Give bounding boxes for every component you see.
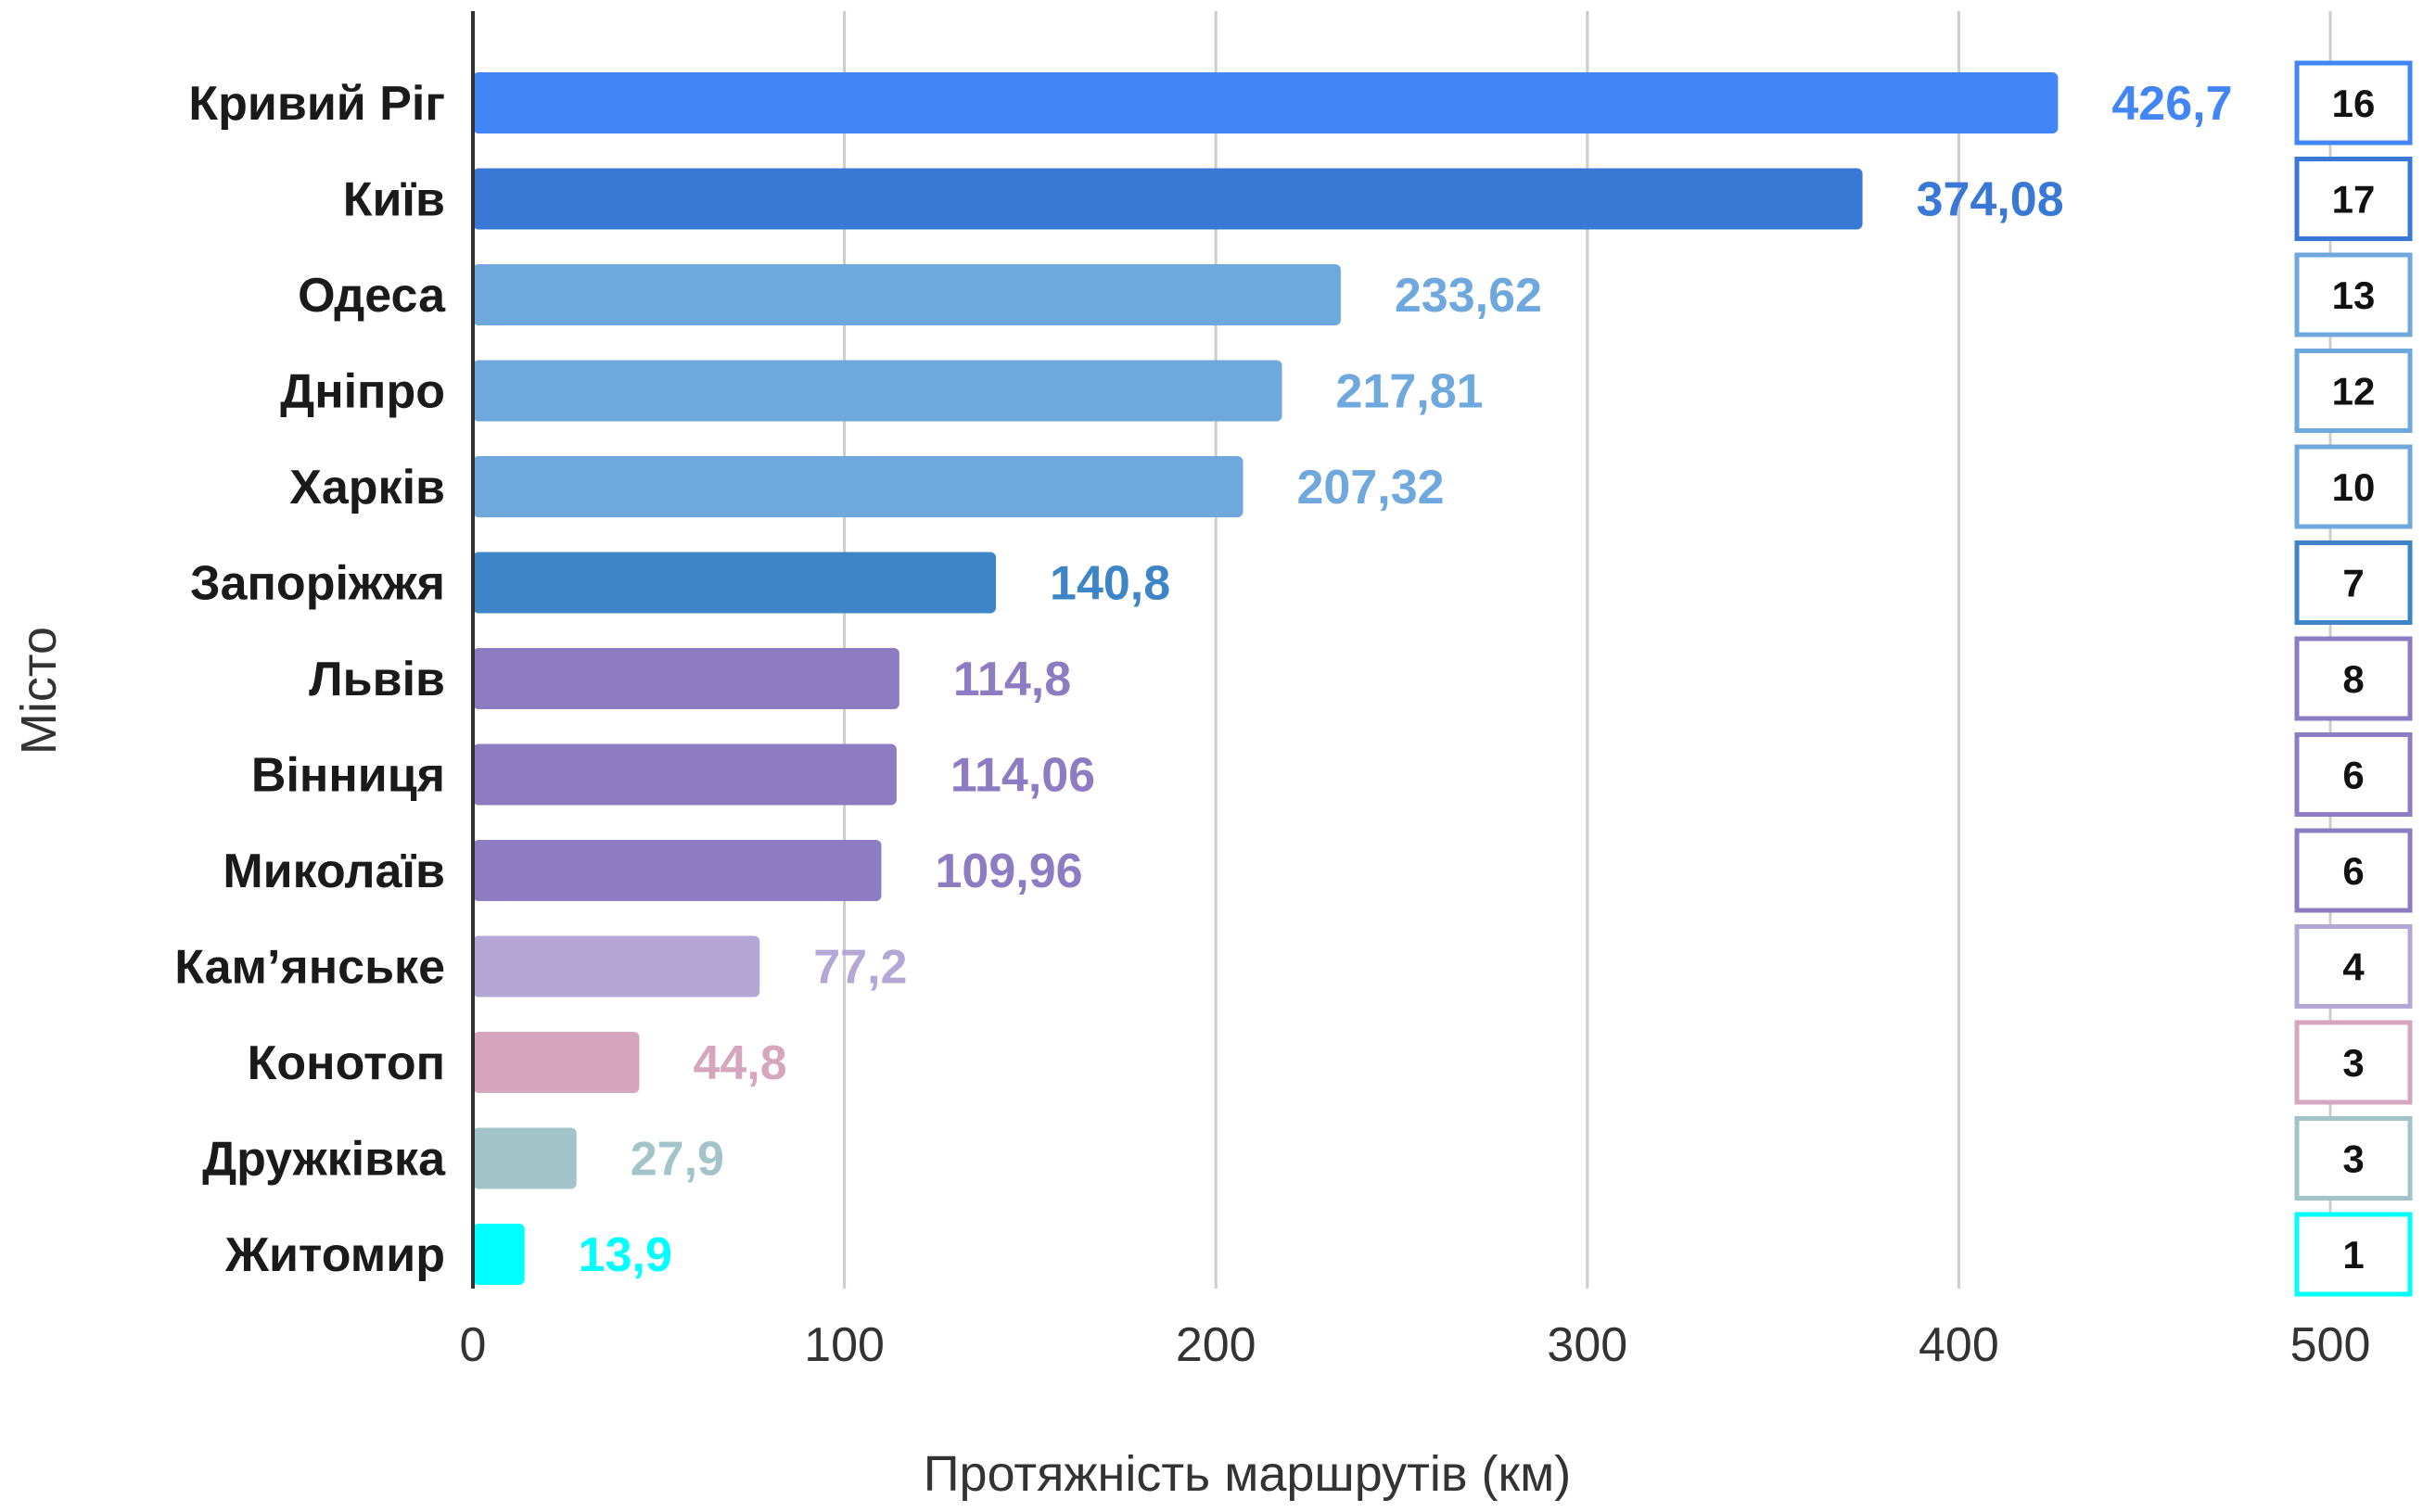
category-label: Харків (289, 461, 445, 515)
count-box (2294, 540, 2413, 625)
bar (473, 72, 2059, 133)
count-box (2294, 444, 2413, 529)
bar (473, 935, 760, 997)
category-label: Львів (309, 653, 445, 706)
count-box (2294, 1212, 2413, 1297)
count-label: 10 (2332, 465, 2376, 509)
bar (473, 840, 882, 901)
category-label: Вінниця (251, 749, 445, 803)
count-label: 16 (2332, 82, 2376, 125)
count-label: 8 (2342, 657, 2364, 701)
value-label: 44,8 (693, 1036, 786, 1090)
count-box (2294, 636, 2413, 721)
bars-layer (473, 72, 2059, 1285)
value-label: 426,7 (2111, 77, 2232, 131)
x-tick-label: 300 (1547, 1318, 1627, 1372)
value-label: 114,06 (950, 749, 1095, 803)
value-label: 207,32 (1297, 461, 1445, 515)
count-box (2294, 1020, 2413, 1105)
x-tick-label: 400 (1919, 1318, 1999, 1372)
value-label: 233,62 (1395, 269, 1542, 323)
count-label: 1 (2342, 1233, 2364, 1277)
category-label: Конотоп (248, 1036, 445, 1090)
count-box (2294, 157, 2413, 241)
count-box (2294, 732, 2413, 817)
count-label: 6 (2342, 754, 2364, 797)
labels-layer: 0 100 200 300 400 500 Кривий Ріг 426,7 Київ 374,0… (174, 77, 2370, 1372)
category-label: Дружківка (202, 1133, 446, 1187)
x-tick-label: 500 (2290, 1318, 2371, 1372)
count-box (2294, 1116, 2413, 1201)
value-label: 114,8 (953, 653, 1071, 706)
category-label: Запоріжжя (190, 557, 445, 611)
bar (473, 1224, 525, 1285)
x-tick-label: 0 (460, 1318, 487, 1372)
category-label: Кривий Ріг (188, 77, 445, 131)
bar (473, 1032, 640, 1093)
count-label: 4 (2342, 946, 2365, 989)
count-label: 6 (2342, 849, 2364, 893)
count-label: 17 (2332, 178, 2376, 222)
value-label: 140,8 (1050, 557, 1170, 611)
bar (473, 1127, 577, 1189)
category-label: Кам’янське (174, 941, 445, 995)
count-box (2294, 828, 2413, 913)
value-label: 27,9 (631, 1133, 724, 1187)
bar (473, 456, 1243, 517)
category-label: Київ (343, 173, 445, 227)
category-label: Миколаїв (223, 845, 445, 898)
bar (473, 264, 1341, 325)
count-box (2294, 252, 2413, 337)
bar (473, 360, 1282, 422)
category-label: Дніпро (280, 365, 445, 419)
y-axis-title: Місто (11, 627, 67, 755)
bar (473, 552, 997, 614)
value-label: 77,2 (813, 941, 907, 995)
count-box (2294, 924, 2413, 1009)
category-label: Одеса (298, 269, 446, 323)
bar (473, 168, 1863, 230)
count-box (2294, 60, 2413, 146)
x-tick-label: 200 (1176, 1318, 1256, 1372)
value-label: 109,96 (935, 845, 1082, 898)
count-label: 3 (2342, 1041, 2364, 1085)
bar (473, 648, 899, 709)
count-label: 12 (2332, 370, 2376, 413)
category-label: Житомир (224, 1228, 445, 1282)
bar (473, 743, 897, 806)
value-label: 217,81 (1336, 365, 1484, 419)
value-label: 374,08 (1917, 173, 2064, 227)
count-label: 7 (2342, 562, 2364, 605)
x-tick-label: 100 (804, 1318, 885, 1372)
x-axis-title: Протяжність маршрутів (км) (924, 1446, 1572, 1502)
count-box (2294, 349, 2413, 433)
value-label: 13,9 (579, 1228, 672, 1282)
counts-layer: 16 17 13 12 10 7 8 6 6 4 3 3 1 (2294, 60, 2413, 1297)
count-label: 3 (2342, 1137, 2364, 1181)
count-label: 13 (2332, 273, 2376, 317)
